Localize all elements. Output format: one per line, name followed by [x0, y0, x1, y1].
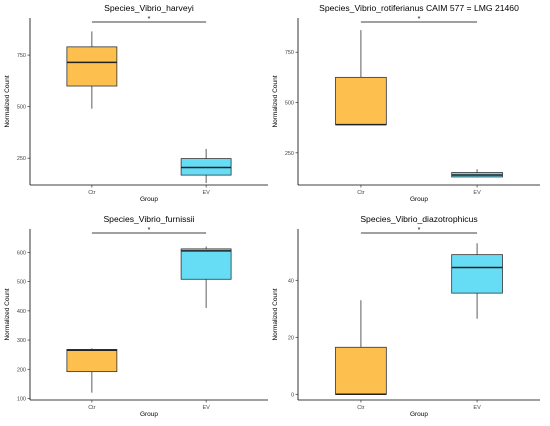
- y-axis-label: Normalized Count: [4, 288, 11, 340]
- y-tick-label: 500: [17, 280, 26, 286]
- y-tick-label: 750: [285, 50, 294, 56]
- y-tick-label: 300: [17, 338, 26, 344]
- x-tick-label: Ctr: [88, 405, 96, 411]
- box-ev: [180, 248, 232, 280]
- chart-title: Species_Vibrio_harveyi: [104, 3, 194, 13]
- chart-panel-4: Species_Vibrio_diazotrophicus * 0 20 40 Ctr EV…: [272, 214, 540, 418]
- x-tick-label: Ctr: [357, 405, 365, 411]
- box-ctr: [66, 349, 118, 373]
- x-tick-label: EV: [473, 405, 481, 411]
- chart-panel-2: Species_Vibrio_rotiferianus CAIM 577 = L…: [272, 3, 540, 203]
- x-axis-label: Group: [410, 196, 428, 203]
- x-axis-label: Group: [140, 196, 158, 203]
- x-tick-label: Ctr: [357, 190, 365, 196]
- y-axis-label: Normalized Count: [272, 288, 279, 340]
- y-axis-label: Normalized Count: [4, 75, 11, 127]
- y-tick-label: 40: [288, 278, 294, 284]
- chart-panel-3: Species_Vibrio_furnissii * 100 200 300 400 500…: [4, 214, 268, 418]
- box-ctr: [335, 76, 387, 126]
- y-tick-label: 600: [17, 250, 26, 256]
- chart-title: Species_Vibrio_furnissii: [103, 214, 194, 224]
- y-tick-label: 250: [17, 156, 26, 162]
- chart-title: Species_Vibrio_diazotrophicus: [360, 214, 477, 224]
- significance-label: *: [148, 227, 151, 234]
- box-ctr: [335, 346, 387, 395]
- chart-title: Species_Vibrio_rotiferianus CAIM 577 = L…: [319, 3, 519, 13]
- significance-label: *: [418, 227, 421, 234]
- x-tick-label: EV: [473, 190, 481, 196]
- y-tick-label: 200: [17, 367, 26, 373]
- x-tick-label: EV: [202, 190, 210, 196]
- y-tick-label: 20: [288, 335, 294, 341]
- significance-label: *: [148, 16, 151, 23]
- x-tick-label: EV: [202, 405, 210, 411]
- y-tick-label: 0: [291, 392, 294, 398]
- y-tick-label: 250: [285, 151, 294, 157]
- x-axis-label: Group: [140, 411, 158, 418]
- x-tick-label: Ctr: [88, 190, 96, 196]
- y-tick-label: 100: [17, 397, 26, 403]
- significance-label: *: [418, 16, 421, 23]
- box-ev: [451, 254, 503, 294]
- y-tick-label: 400: [17, 309, 26, 315]
- y-tick-label: 500: [285, 101, 294, 107]
- y-tick-label: 500: [17, 105, 26, 111]
- chart-panel-1: Species_Vibrio_harveyi * 250 500 750 Ctr EV Gro…: [4, 3, 268, 203]
- x-axis-label: Group: [410, 411, 428, 418]
- y-axis-label: Normalized Count: [272, 75, 279, 127]
- y-tick-label: 750: [17, 53, 26, 59]
- box-ctr: [66, 46, 118, 87]
